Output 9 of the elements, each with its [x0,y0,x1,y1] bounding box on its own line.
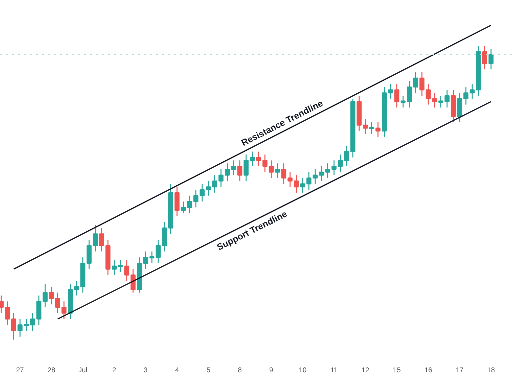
candlestick [369,122,374,135]
candlestick [238,160,243,182]
candlestick [275,163,280,179]
candlestick [488,48,494,70]
candlestick [482,46,488,70]
candlestick [394,84,400,108]
candlestick [174,186,180,217]
candlestick [376,122,381,138]
candlestick [451,90,456,123]
